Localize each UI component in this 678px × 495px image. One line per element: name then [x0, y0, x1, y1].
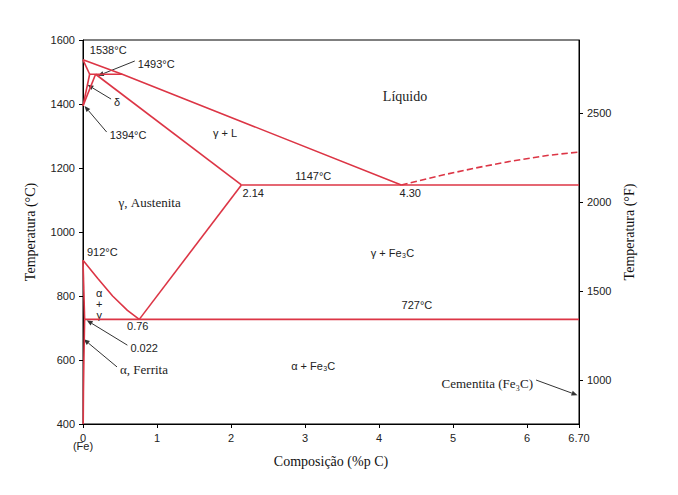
svg-text:6: 6: [524, 432, 530, 444]
svg-text:γ + L: γ + L: [213, 127, 237, 139]
svg-text:800: 800: [57, 290, 75, 302]
svg-text:1493°C: 1493°C: [138, 58, 175, 70]
svg-text:1: 1: [154, 432, 160, 444]
svg-text:1400: 1400: [51, 98, 75, 110]
svg-text:γ + Fe₃C: γ + Fe₃C: [371, 247, 414, 259]
svg-text:1200: 1200: [51, 162, 75, 174]
svg-text:(Fe): (Fe): [72, 440, 94, 453]
svg-text:1000: 1000: [587, 374, 611, 386]
svg-text:γ, Austenita: γ, Austenita: [118, 195, 181, 210]
svg-text:γ: γ: [96, 309, 102, 321]
svg-text:2.14: 2.14: [243, 187, 264, 199]
svg-text:Cementita (Fe₃C): Cementita (Fe₃C): [442, 376, 534, 391]
svg-text:α, Ferrita: α, Ferrita: [120, 362, 168, 377]
svg-text:400: 400: [57, 418, 75, 430]
svg-text:Composição (%p C): Composição (%p C): [274, 454, 389, 470]
svg-text:Temperatura (°F): Temperatura (°F): [622, 183, 638, 280]
svg-text:Líquido: Líquido: [383, 89, 427, 104]
svg-text:4.30: 4.30: [400, 187, 421, 199]
svg-text:3: 3: [302, 432, 308, 444]
svg-text:727°C: 727°C: [402, 299, 433, 311]
svg-text:1600: 1600: [51, 34, 75, 46]
svg-text:1500: 1500: [587, 285, 611, 297]
svg-text:4: 4: [376, 432, 382, 444]
svg-text:1000: 1000: [51, 226, 75, 238]
svg-text:1394°C: 1394°C: [110, 129, 147, 141]
svg-text:1538°C: 1538°C: [90, 44, 127, 56]
svg-text:600: 600: [57, 354, 75, 366]
svg-text:912°C: 912°C: [87, 246, 118, 258]
svg-text:6.70: 6.70: [568, 432, 589, 444]
svg-text:5: 5: [450, 432, 456, 444]
svg-text:1147°C: 1147°C: [295, 170, 331, 182]
svg-text:Temperatura (°C): Temperatura (°C): [23, 183, 39, 282]
svg-text:2000: 2000: [587, 196, 611, 208]
svg-text:2500: 2500: [587, 107, 611, 119]
svg-text:δ: δ: [114, 96, 120, 108]
svg-text:α + Fe₃C: α + Fe₃C: [291, 360, 335, 372]
svg-text:0.76: 0.76: [127, 320, 148, 332]
svg-text:0.022: 0.022: [130, 342, 158, 354]
svg-text:0: 0: [80, 432, 86, 444]
svg-text:2: 2: [228, 432, 234, 444]
svg-text:α: α: [96, 287, 103, 299]
